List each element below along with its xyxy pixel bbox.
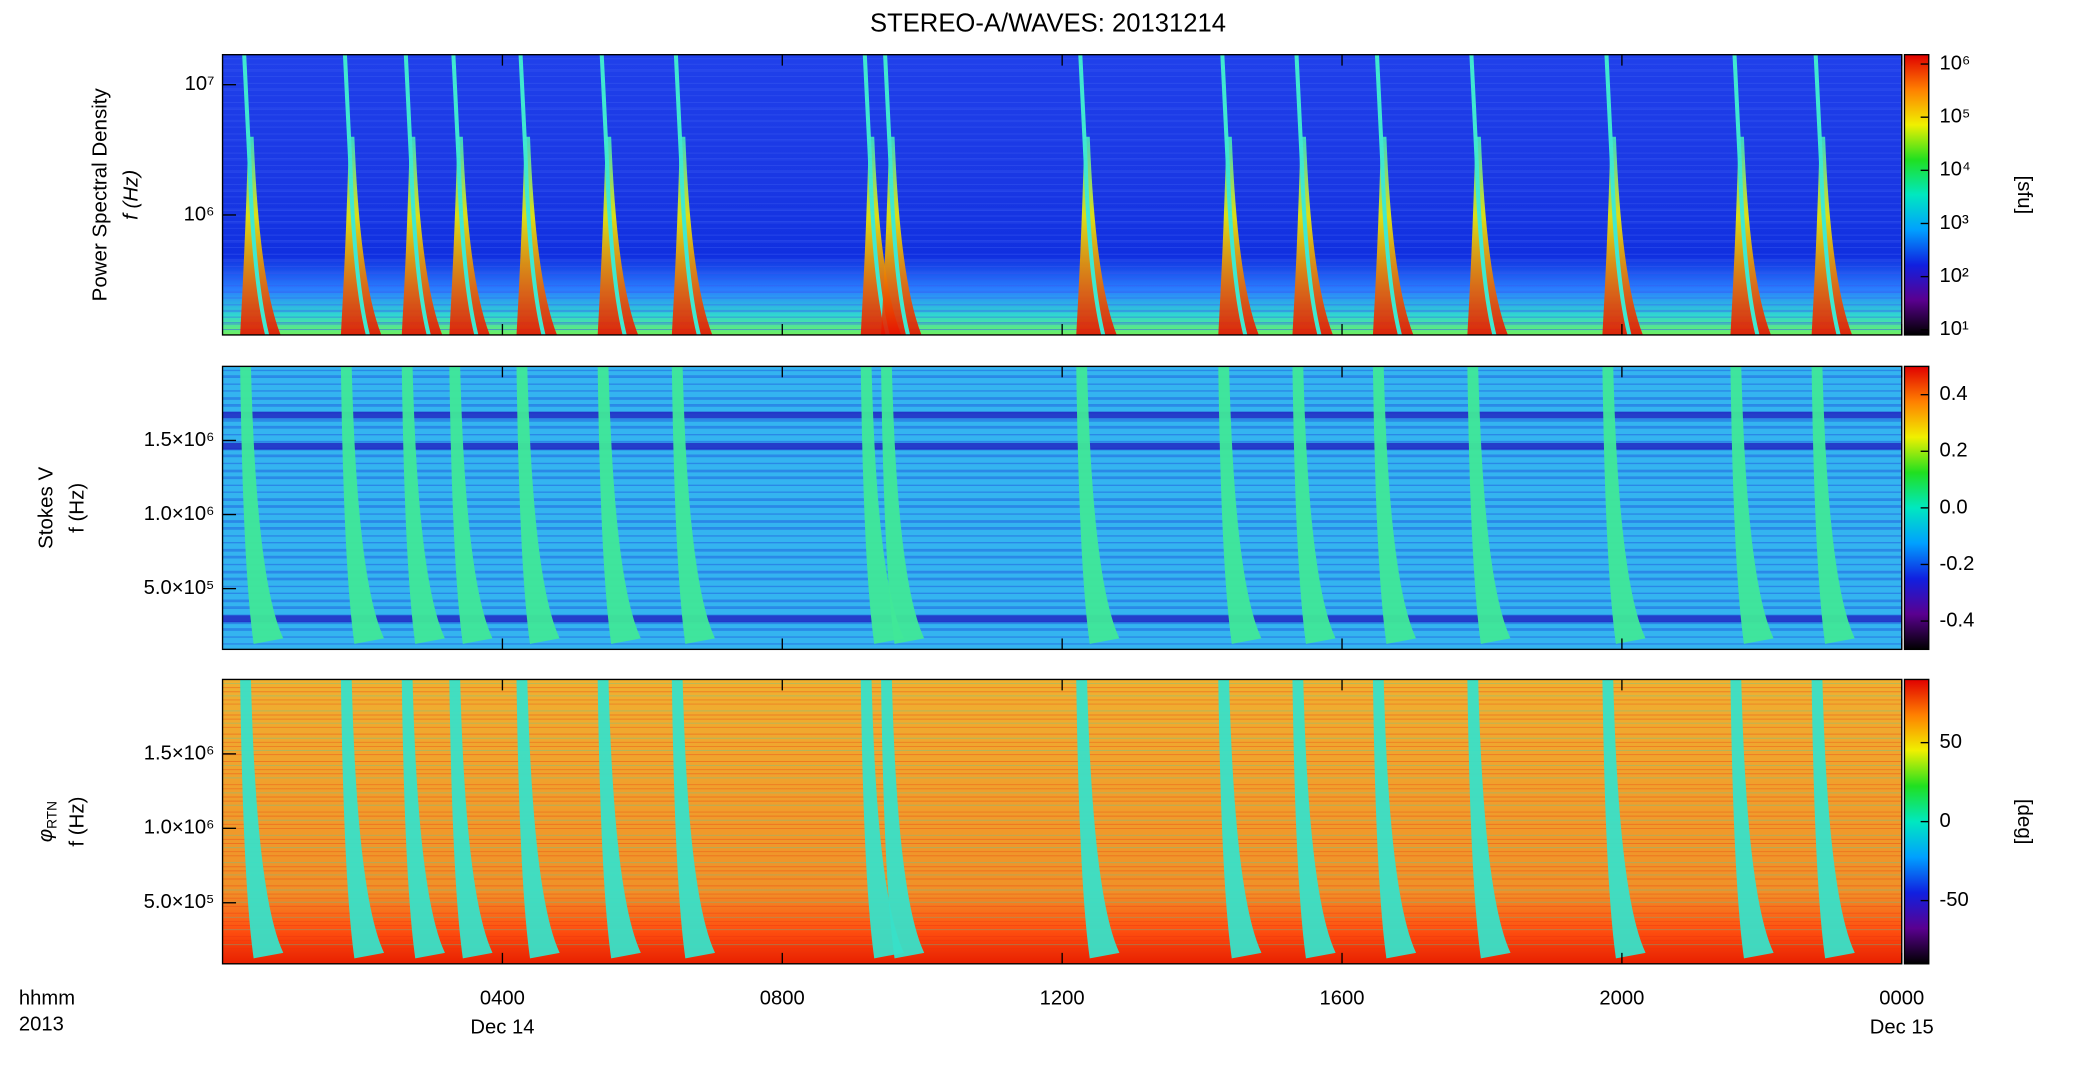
burst-streak — [881, 366, 925, 644]
dark-band — [222, 442, 1902, 450]
burst-streak — [1372, 679, 1417, 959]
burst-streak — [599, 54, 627, 336]
burst-streak — [516, 366, 560, 644]
y-tick-label: 1.5×10⁶ — [144, 742, 215, 764]
burst-streak — [242, 54, 270, 336]
burst-streak — [1076, 366, 1120, 644]
y-tick-label: 1.5×10⁶ — [144, 429, 215, 451]
burst-streak — [860, 679, 904, 959]
colorbar-tick-label: 10⁴ — [1940, 159, 1971, 181]
colorbar-tick-label: 10⁵ — [1940, 105, 1971, 127]
colorbar-tick-label: 10⁶ — [1940, 52, 1971, 74]
y-tick-label: 1.0×10⁶ — [144, 503, 215, 525]
burst-streak — [1730, 679, 1774, 959]
burst-streak — [597, 366, 641, 644]
burst-streak — [342, 54, 370, 336]
y-tick-label: 10⁷ — [185, 73, 215, 95]
dark-band — [222, 411, 1902, 419]
y-axis-label: f (Hz) — [121, 170, 143, 220]
colorbar-tick-label: 0 — [1940, 810, 1951, 832]
colorbar-tick-label: 10³ — [1940, 212, 1969, 234]
colorbar-tick-label: 50 — [1940, 731, 1963, 753]
x-date-label: Dec 15 — [1870, 1016, 1934, 1038]
y-tick-label: 5.0×10⁵ — [144, 891, 215, 913]
y-tick-label: 10⁶ — [184, 203, 215, 225]
burst-streak — [1602, 366, 1646, 644]
x-tick-label: 1200 — [1040, 988, 1085, 1010]
y-tick-label: 5.0×10⁵ — [144, 577, 215, 599]
burst-streak — [1732, 54, 1760, 336]
burst-streak — [451, 54, 479, 336]
dark-band — [222, 615, 1902, 623]
colorbar-label: [deg] — [2013, 799, 2035, 845]
burst-streak — [449, 679, 493, 959]
x-axis-label: 2013 — [19, 1014, 64, 1036]
colorbar — [1903, 54, 1930, 336]
burst-streak — [1469, 54, 1497, 336]
y-axis-label: f (Hz) — [67, 483, 89, 533]
y-axis-symbol: φ — [36, 829, 58, 842]
burst-streak — [449, 366, 493, 644]
burst-streak — [673, 54, 701, 336]
x-tick-label: 2000 — [1599, 988, 1644, 1010]
burst-streak — [1076, 679, 1120, 959]
colorbar-tick-label: 10² — [1940, 265, 1969, 287]
y-axis-subscript: RTN — [44, 801, 59, 829]
burst-streak — [1374, 54, 1402, 336]
burst-streak — [401, 366, 445, 644]
burst-streak — [1813, 54, 1841, 336]
burst-streak — [1372, 366, 1417, 644]
y-axis-label: f (Hz) — [67, 797, 89, 847]
burst-streak — [1602, 679, 1646, 959]
x-tick-label: 0800 — [760, 988, 805, 1010]
burst-streak — [518, 54, 546, 336]
burst-streak — [340, 679, 385, 959]
burst-streak — [881, 679, 925, 959]
y-axis-label: Stokes V — [36, 466, 58, 548]
burst-streak — [1730, 366, 1774, 644]
burst-streak — [1218, 679, 1262, 959]
burst-streak — [1811, 679, 1855, 959]
burst-streak — [401, 679, 445, 959]
colorbar-tick-label: 10¹ — [1940, 318, 1969, 340]
burst-streak — [860, 366, 904, 644]
chart-title: STEREO-A/WAVES: 20131214 — [870, 9, 1226, 37]
burst-streak — [597, 679, 641, 959]
burst-streak — [1467, 679, 1511, 959]
colorbar-label: [sfu] — [2013, 175, 2035, 214]
burst-streak — [240, 366, 284, 644]
y-axis-label: Power Spectral Density — [90, 87, 112, 301]
colorbar-tick-label: -0.4 — [1940, 609, 1975, 631]
burst-streak — [1292, 366, 1336, 644]
x-date-label: Dec 14 — [470, 1016, 534, 1038]
burst-streak — [403, 54, 431, 336]
x-tick-label: 0400 — [480, 988, 525, 1010]
burst-streak — [1292, 679, 1336, 959]
colorbar-tick-label: 0.4 — [1940, 383, 1968, 405]
burst-streak — [883, 54, 910, 336]
colorbar-tick-label: 0.0 — [1940, 496, 1968, 518]
burst-streak — [1294, 54, 1322, 336]
burst-streak — [671, 679, 716, 959]
burst-streak — [1220, 54, 1248, 336]
burst-streak — [1218, 366, 1262, 644]
burst-streak — [1078, 54, 1106, 336]
y-axis-label: φRTN — [36, 801, 59, 842]
burst-streak — [1811, 366, 1855, 644]
colorbar-tick-label: -50 — [1940, 889, 1969, 911]
x-tick-label: 0000 — [1879, 988, 1924, 1010]
burst-streak — [1604, 54, 1632, 336]
burst-streak — [671, 366, 716, 644]
burst-streak — [1467, 366, 1511, 644]
y-tick-label: 1.0×10⁶ — [144, 817, 215, 839]
x-axis-label: hhmm — [19, 988, 75, 1010]
colorbar-tick-label: 0.2 — [1940, 440, 1968, 462]
burst-streak — [516, 679, 560, 959]
colorbar-tick-label: -0.2 — [1940, 553, 1975, 575]
x-tick-label: 1600 — [1320, 988, 1365, 1010]
burst-streak — [240, 679, 284, 959]
burst-streak — [340, 366, 385, 644]
